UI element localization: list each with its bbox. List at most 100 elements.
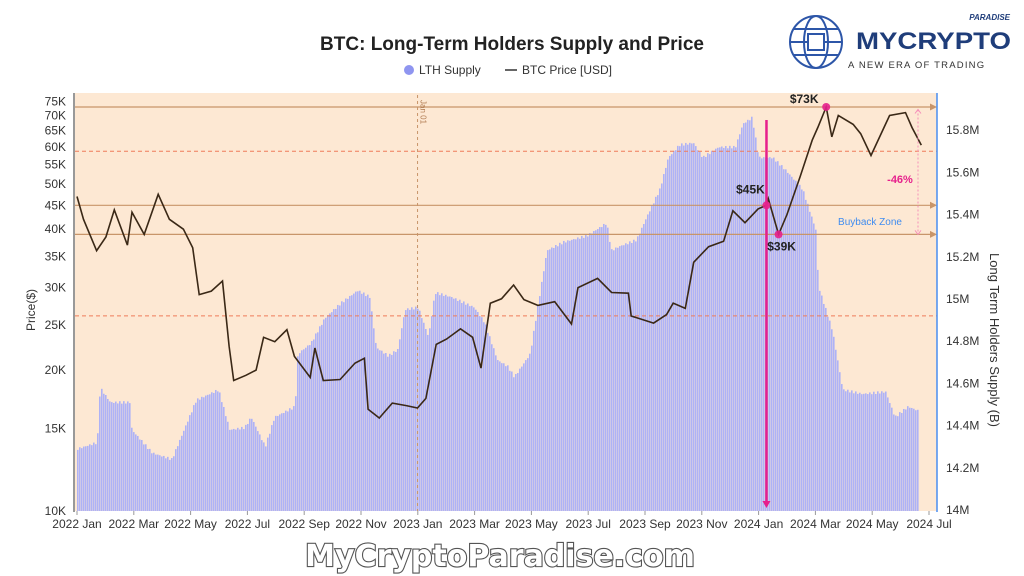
supply-bar (373, 328, 375, 511)
supply-bar (131, 427, 133, 511)
supply-bar (837, 360, 839, 511)
supply-bar (121, 403, 123, 511)
supply-bar (887, 397, 889, 511)
supply-bar (549, 249, 551, 511)
supply-bar (447, 296, 449, 511)
supply-bar (543, 271, 545, 511)
supply-bar (309, 345, 311, 511)
y-right-tick-label: 15M (946, 292, 969, 306)
supply-bar (875, 394, 877, 511)
logo-tag: PARADISE (969, 13, 1010, 22)
supply-bar (831, 329, 833, 511)
supply-bar (325, 317, 327, 511)
supply-bar (633, 239, 635, 511)
supply-bar (771, 158, 773, 511)
watermark: MyCryptoParadise.com (305, 539, 695, 574)
supply-bar (877, 391, 879, 511)
arrow-right-icon (930, 230, 937, 238)
supply-bar (313, 339, 315, 511)
x-tick-label: 2022 Jul (225, 517, 270, 531)
price-line (76, 104, 923, 420)
supply-bar (711, 150, 713, 511)
supply-bar (519, 368, 521, 511)
supply-bar (117, 403, 119, 511)
supply-bar (79, 447, 81, 511)
y-left-tick-label: 40K (45, 222, 66, 236)
supply-bar (369, 297, 371, 511)
supply-bar (151, 453, 153, 511)
supply-bar (113, 402, 115, 511)
supply-bar (763, 157, 765, 512)
supply-bar (267, 437, 269, 511)
supply-bar (477, 311, 479, 511)
supply-bar (381, 350, 383, 511)
supply-bar (179, 439, 181, 511)
supply-bar (819, 290, 821, 511)
supply-bar (849, 392, 851, 511)
supply-bar (135, 434, 137, 511)
supply-bar (169, 459, 171, 511)
supply-bar (815, 229, 817, 511)
supply-bar (813, 223, 815, 511)
supply-bar (715, 148, 717, 511)
supply-bar (499, 361, 501, 511)
supply-bar (625, 243, 627, 511)
supply-bar (441, 293, 443, 511)
y-right-label: Long Term Holders Supply (B) (987, 253, 1002, 427)
supply-bar (661, 183, 663, 511)
supply-bar (851, 390, 853, 511)
supply-bar (161, 456, 163, 511)
supply-bar (553, 247, 555, 511)
supply-bar (167, 456, 169, 511)
x-tick-label: 2023 Nov (676, 517, 727, 531)
supply-bar (393, 351, 395, 511)
supply-bar (839, 372, 841, 511)
supply-bar (599, 227, 601, 511)
supply-bar (97, 433, 99, 511)
supply-bar (301, 350, 303, 511)
supply-bar (159, 455, 161, 511)
supply-bar (347, 298, 349, 511)
x-tick-label: 2022 Mar (108, 517, 159, 531)
supply-bar (855, 391, 857, 511)
supply-bar (915, 410, 917, 511)
y-left-tick-label: 20K (45, 363, 66, 377)
y-right-tick-label: 15.8M (946, 123, 979, 137)
supply-bar (829, 320, 831, 511)
supply-bar (743, 123, 745, 511)
chart-title: BTC: Long-Term Holders Supply and Price (320, 34, 704, 55)
supply-bar (777, 161, 779, 511)
supply-bar (639, 233, 641, 511)
supply-bar (501, 363, 503, 511)
supply-bar (735, 147, 737, 512)
supply-bar (515, 374, 517, 511)
supply-bar (291, 409, 293, 511)
supply-bar (191, 412, 193, 511)
y-left-tick-label: 15K (45, 422, 66, 436)
supply-bar (451, 297, 453, 511)
supply-bar (311, 340, 313, 511)
y-right-tick-label: 14.2M (946, 461, 979, 475)
x-tick-label: 2023 Jul (566, 517, 611, 531)
supply-bar (345, 298, 347, 511)
supply-bar (331, 312, 333, 511)
supply-bar (459, 299, 461, 511)
supply-bar (811, 216, 813, 512)
arrow-right-icon (930, 103, 937, 111)
supply-bar (591, 233, 593, 512)
supply-bar (509, 370, 511, 511)
x-tick-label: 2024 Mar (790, 517, 841, 531)
y-left-tick-label: 45K (45, 198, 66, 212)
supply-bar (453, 298, 455, 511)
supply-bar (327, 315, 329, 511)
supply-bar (907, 406, 909, 511)
supply-bar (213, 392, 215, 511)
y-left-tick-label: 60K (45, 140, 66, 154)
globe-icon (789, 15, 843, 69)
supply-bar (601, 227, 603, 511)
arrow-down-icon (762, 501, 771, 508)
supply-bar (365, 296, 367, 511)
supply-bar (87, 445, 89, 511)
supply-bar (359, 290, 361, 511)
supply-bar (537, 305, 539, 511)
